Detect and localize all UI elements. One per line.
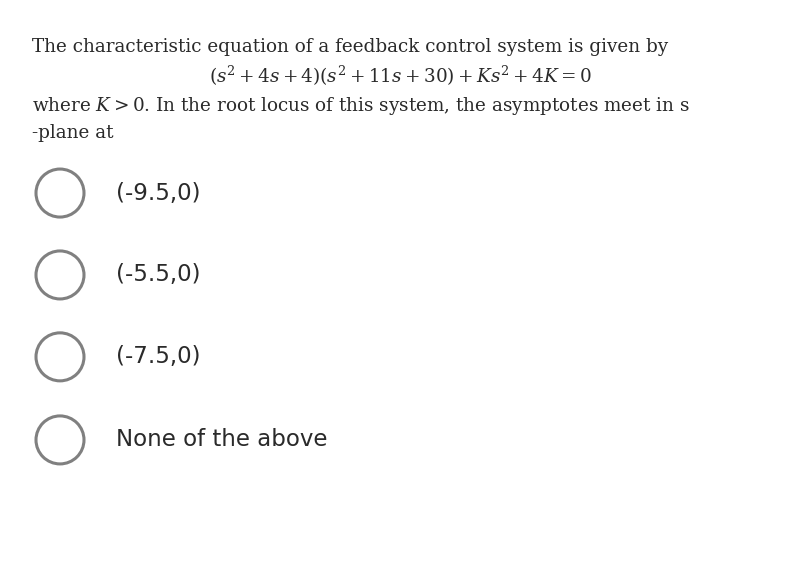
Text: (-9.5,0): (-9.5,0) [116, 181, 201, 205]
Text: where $K > 0$. In the root locus of this system, the asymptotes meet in s: where $K > 0$. In the root locus of this… [32, 95, 690, 118]
Text: -plane at: -plane at [32, 124, 114, 142]
Text: (-5.5,0): (-5.5,0) [116, 263, 201, 287]
Text: The characteristic equation of a feedback control system is given by: The characteristic equation of a feedbac… [32, 38, 668, 56]
Text: (-7.5,0): (-7.5,0) [116, 345, 201, 369]
Text: None of the above: None of the above [116, 428, 327, 452]
Text: $(s^2 + 4s + 4)(s^2 + 11s + 30) + Ks^2 + 4K = 0$: $(s^2 + 4s + 4)(s^2 + 11s + 30) + Ks^2 +… [209, 64, 591, 88]
